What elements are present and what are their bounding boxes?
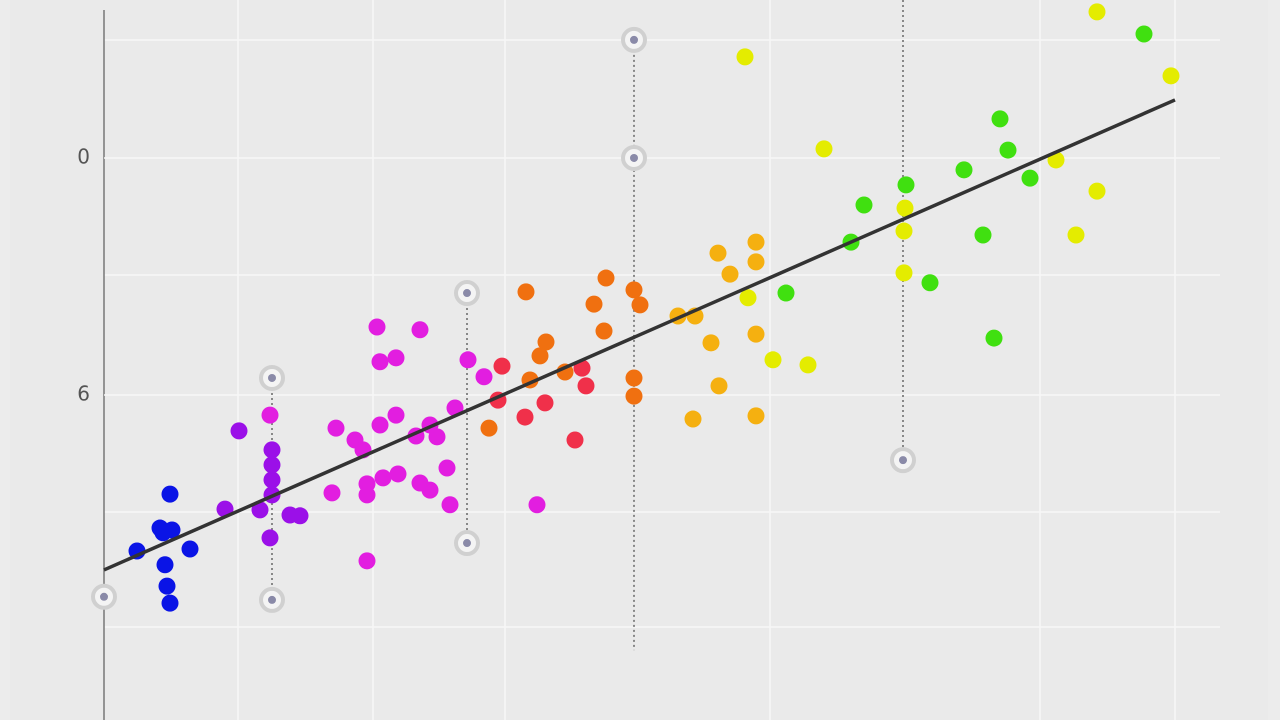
highlight-dot [100,592,108,601]
data-point [263,456,281,474]
data-point [389,465,407,483]
highlight-dot [630,35,638,44]
data-point [230,422,248,440]
data-point [710,377,728,395]
data-point [374,469,392,487]
data-point [799,356,817,374]
data-point [493,357,511,375]
data-point [747,407,765,425]
data-point [1088,3,1106,21]
data-point [764,351,782,369]
highlight-dot [463,289,471,298]
data-point [158,577,176,595]
y-tick-label: 6 [77,381,90,405]
data-point [985,329,1003,347]
data-point [747,325,765,343]
data-point [327,419,345,437]
data-point [528,496,546,514]
data-point [323,484,341,502]
data-point [855,196,873,214]
data-point [459,351,477,369]
data-point [1067,226,1085,244]
data-point [702,334,720,352]
data-point [516,408,534,426]
data-point [747,233,765,251]
data-point [815,140,833,158]
data-point [921,274,939,292]
data-point [577,377,595,395]
data-point [480,419,498,437]
data-point [537,333,555,351]
data-point [895,222,913,240]
data-point [631,296,649,314]
data-point [625,387,643,405]
data-point [1162,67,1180,85]
data-point [721,265,739,283]
data-point [955,161,973,179]
data-point [625,281,643,299]
data-point [251,501,269,519]
fit-line [103,98,1176,572]
data-point [161,485,179,503]
data-point [368,318,386,336]
highlight-dot [268,373,276,382]
data-point [739,289,757,307]
highlight-dot [268,595,276,604]
data-point [897,176,915,194]
data-point [475,368,493,386]
data-point [974,226,992,244]
data-point [777,284,795,302]
data-point [896,199,914,217]
data-point [709,244,727,262]
data-point [371,353,389,371]
data-point [684,410,702,428]
data-point [161,594,179,612]
data-point [261,529,279,547]
data-point [625,369,643,387]
data-point [999,141,1017,159]
data-point [291,507,309,525]
data-point [261,406,279,424]
data-point [181,540,199,558]
data-point [387,349,405,367]
data-point [411,321,429,339]
data-point [1088,182,1106,200]
y-tick-label: 0 [77,144,90,168]
highlight-dot [463,539,471,548]
data-point [154,524,172,542]
data-point [991,110,1009,128]
data-point [263,441,281,459]
highlight-dot [630,153,638,162]
data-point [387,406,405,424]
data-point [517,283,535,301]
data-point [595,322,613,340]
data-point [358,486,376,504]
data-point [1135,25,1153,43]
data-point [263,471,281,489]
data-point [421,481,439,499]
data-point [895,264,913,282]
data-point [747,253,765,271]
data-point [156,556,174,574]
plot-background [10,0,1268,720]
data-point [371,416,389,434]
data-point [358,552,376,570]
data-point [585,295,603,313]
data-point [531,347,549,365]
data-point [566,431,584,449]
data-point [441,496,459,514]
data-point [597,269,615,287]
data-point [1021,169,1039,187]
grid [104,0,1220,720]
highlight-dot [899,456,907,465]
data-point [736,48,754,66]
data-point [536,394,554,412]
data-point [438,459,456,477]
